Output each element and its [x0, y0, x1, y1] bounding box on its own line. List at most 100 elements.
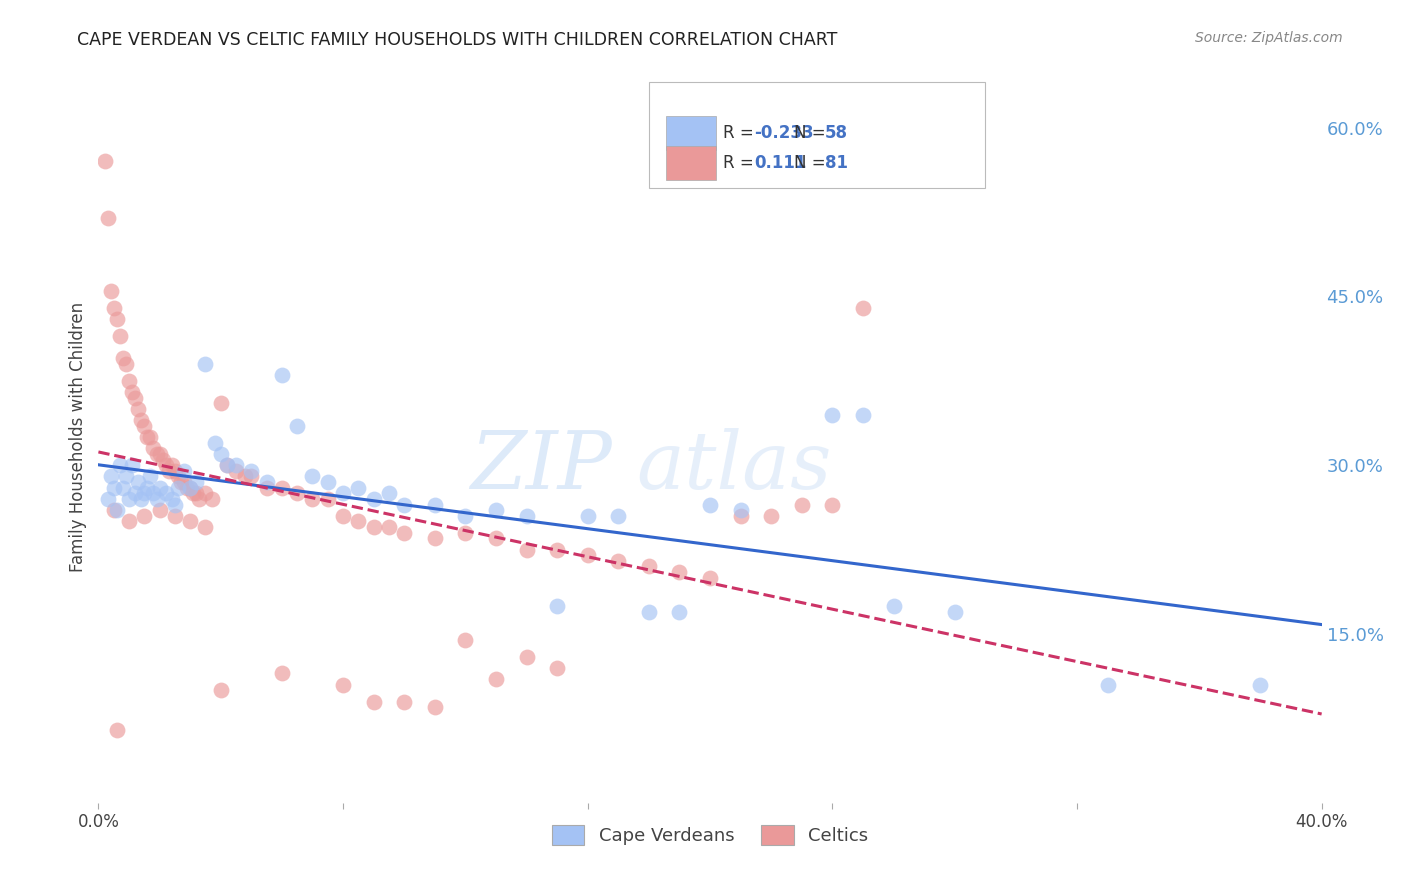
Point	[160, 491, 183, 506]
Point	[423, 498, 446, 512]
Point	[546, 542, 568, 557]
Point	[127, 401, 149, 416]
Point	[129, 491, 152, 506]
Text: Source: ZipAtlas.com: Source: ZipAtlas.com	[1195, 31, 1343, 45]
Point	[134, 508, 156, 523]
Point	[103, 481, 125, 495]
Point	[155, 458, 177, 473]
Point	[270, 481, 292, 495]
Point	[97, 491, 120, 506]
Point	[392, 525, 416, 540]
Point	[124, 391, 146, 405]
Point	[93, 154, 115, 169]
Point	[485, 672, 508, 686]
Text: ZIP: ZIP	[471, 427, 612, 505]
Point	[392, 694, 416, 708]
Point	[454, 525, 477, 540]
Point	[129, 413, 152, 427]
Point	[115, 357, 138, 371]
Point	[668, 565, 690, 579]
Point	[270, 666, 292, 681]
Point	[516, 508, 538, 523]
Point	[194, 357, 217, 371]
Point	[423, 532, 446, 546]
FancyBboxPatch shape	[665, 116, 716, 151]
Point	[105, 723, 128, 737]
Point	[225, 464, 247, 478]
Point	[209, 396, 232, 410]
Point	[152, 452, 174, 467]
FancyBboxPatch shape	[665, 146, 716, 180]
Point	[105, 503, 128, 517]
Point	[179, 481, 201, 495]
Point	[215, 458, 238, 473]
Point	[145, 491, 167, 506]
Point	[256, 481, 278, 495]
Point	[136, 430, 159, 444]
Point	[167, 481, 190, 495]
Point	[485, 532, 508, 546]
Point	[607, 554, 630, 568]
Point	[576, 508, 599, 523]
Point	[108, 458, 131, 473]
Point	[97, 211, 120, 225]
Point	[546, 599, 568, 613]
Point	[516, 542, 538, 557]
Point	[179, 481, 201, 495]
Point	[699, 571, 721, 585]
Point	[186, 486, 208, 500]
Point	[347, 481, 370, 495]
Point	[167, 469, 190, 483]
Point	[485, 503, 508, 517]
Point	[637, 559, 661, 574]
Point	[730, 503, 752, 517]
Point	[852, 408, 875, 422]
Point	[209, 447, 232, 461]
Point	[1097, 678, 1119, 692]
Point	[454, 508, 477, 523]
Point	[103, 503, 125, 517]
Point	[179, 515, 201, 529]
Point	[157, 464, 180, 478]
Point	[607, 508, 630, 523]
Point	[233, 469, 256, 483]
Point	[546, 661, 568, 675]
Point	[204, 435, 226, 450]
Point	[124, 486, 146, 500]
Point	[176, 481, 198, 495]
Point	[301, 469, 323, 483]
Point	[225, 458, 247, 473]
Point	[173, 464, 195, 478]
Point	[240, 464, 263, 478]
Point	[576, 548, 599, 562]
Point	[332, 508, 354, 523]
Point	[149, 447, 172, 461]
Point	[118, 491, 141, 506]
Point	[111, 351, 134, 366]
Point	[134, 486, 156, 500]
Point	[454, 632, 477, 647]
Point	[121, 385, 143, 400]
Text: R =: R =	[723, 154, 759, 172]
Point	[378, 486, 401, 500]
Point	[668, 605, 690, 619]
Point	[155, 486, 177, 500]
Text: CAPE VERDEAN VS CELTIC FAMILY HOUSEHOLDS WITH CHILDREN CORRELATION CHART: CAPE VERDEAN VS CELTIC FAMILY HOUSEHOLDS…	[77, 31, 838, 49]
Point	[378, 520, 401, 534]
Point	[1249, 678, 1271, 692]
Point	[145, 447, 167, 461]
Point	[170, 475, 193, 489]
Point	[108, 328, 131, 343]
Text: N =: N =	[794, 154, 831, 172]
Point	[316, 475, 339, 489]
Point	[149, 481, 172, 495]
Point	[332, 486, 354, 500]
Point	[285, 486, 308, 500]
Point	[136, 481, 159, 495]
Text: 0.111: 0.111	[754, 154, 806, 172]
Point	[332, 678, 354, 692]
FancyBboxPatch shape	[648, 82, 986, 188]
Point	[270, 368, 292, 383]
Point	[173, 475, 195, 489]
Point	[118, 515, 141, 529]
